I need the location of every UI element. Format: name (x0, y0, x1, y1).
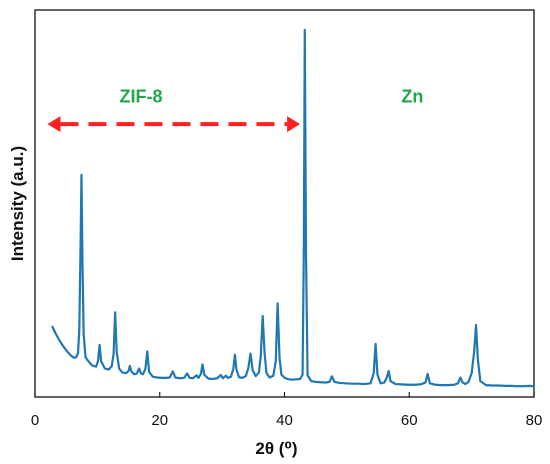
x-axis-tick-label-60: 60 (401, 412, 418, 429)
zif8-annotation-label: ZIF-8 (120, 86, 163, 106)
zn-annotation-label: Zn (401, 86, 423, 106)
axes-layer (34, 9, 535, 398)
right-arrow-head-icon (287, 116, 301, 133)
x-axis-tick-label-20: 20 (151, 412, 168, 429)
series-layer (51, 28, 536, 388)
x-axis-tick-label-40: 40 (276, 412, 293, 429)
plot-frame (34, 9, 535, 398)
x-axis-title: 2θ (⁰) (255, 439, 297, 458)
x-axis-tick-label-80: 80 (526, 412, 543, 429)
left-arrow-head-icon (47, 116, 61, 133)
y-axis-title: Intensity (a.u.) (8, 146, 27, 261)
annotation-layer: ZIF-8 Zn (47, 86, 423, 133)
x-axis-tick-label-0: 0 (31, 412, 39, 429)
labels-layer: 0 20 40 60 80 2θ (⁰) Intensity (a.u.) (8, 146, 542, 458)
xrd-series-line-0 (51, 28, 536, 388)
